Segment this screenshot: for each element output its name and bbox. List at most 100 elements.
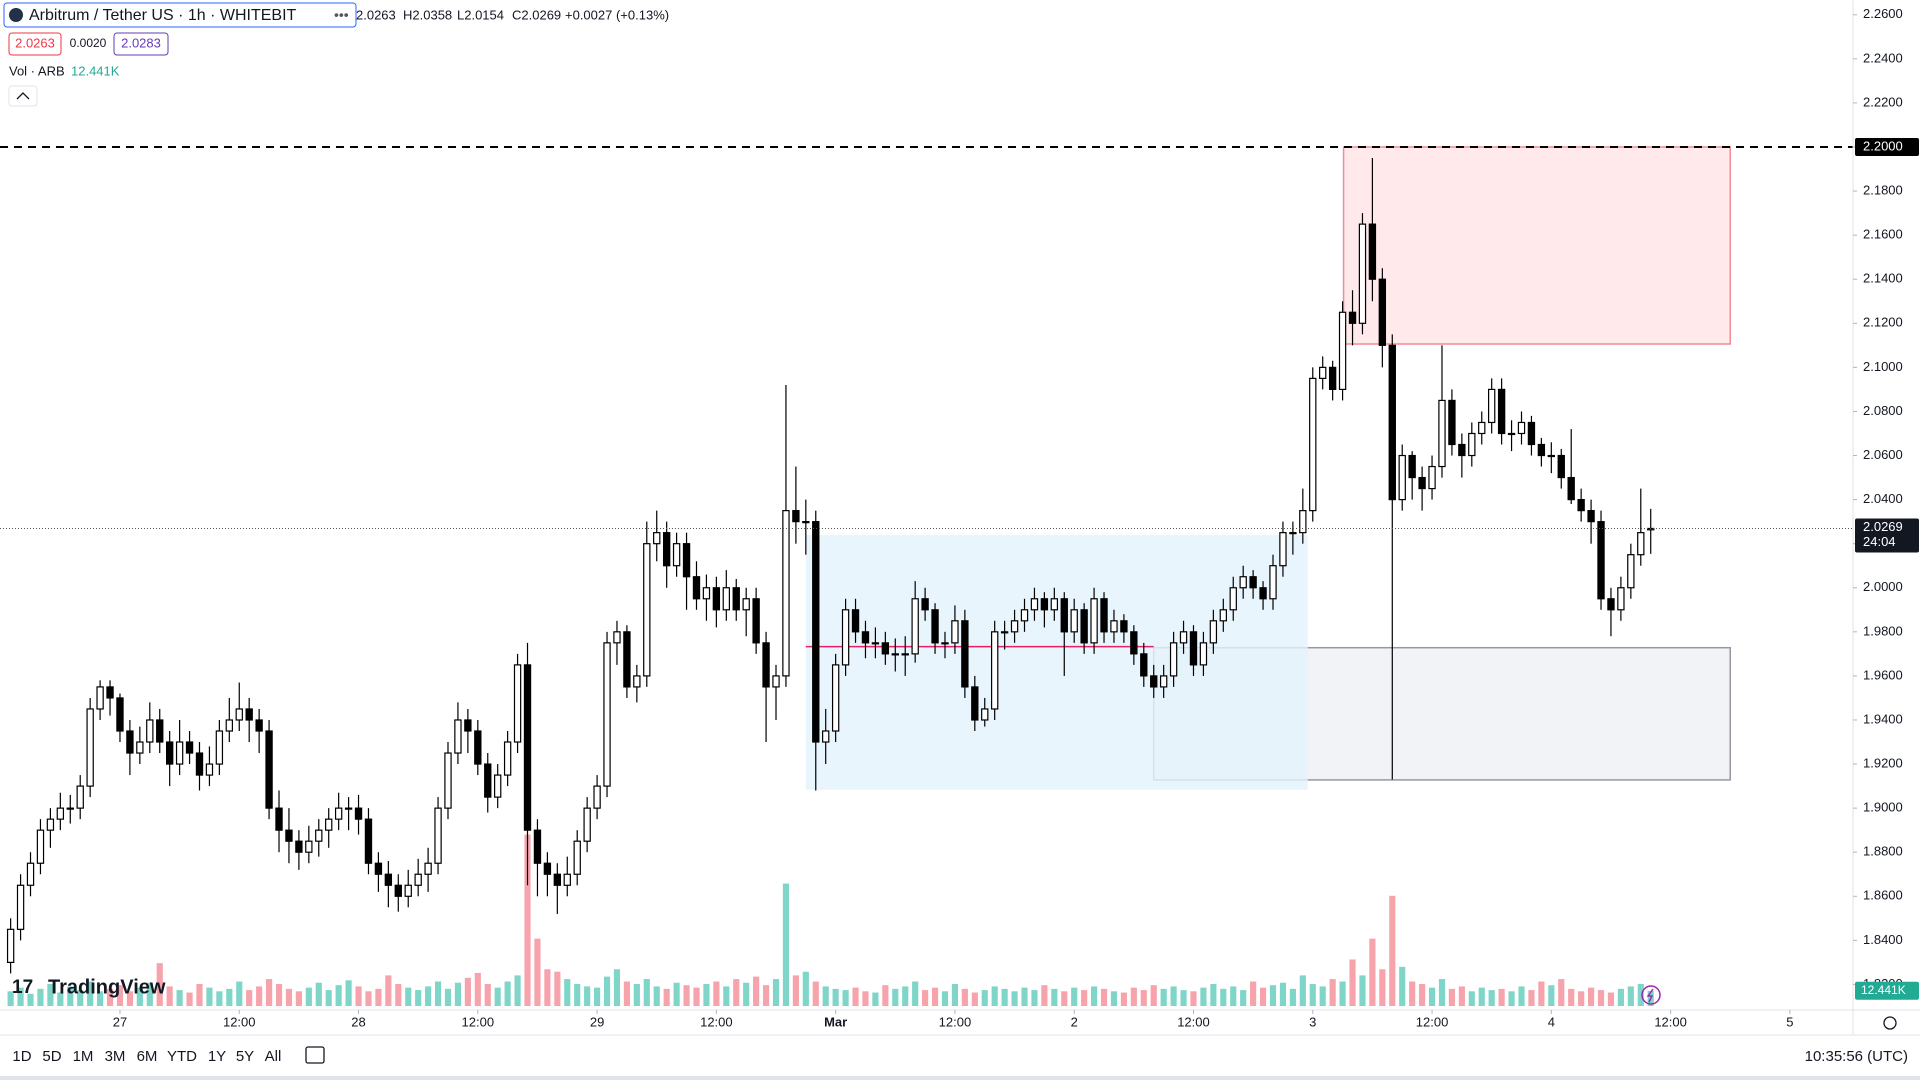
settings-icon[interactable] <box>1883 1016 1897 1030</box>
volume-bar <box>67 986 74 1006</box>
candle-body <box>1309 377 1317 512</box>
volume-bar <box>216 991 223 1006</box>
logo-mark: 17 <box>12 977 33 998</box>
candle-body <box>66 807 74 810</box>
candle-body <box>1229 587 1237 611</box>
candle-body <box>235 708 243 721</box>
volume-bar <box>1637 983 1644 1006</box>
range-button[interactable]: YTD <box>167 1048 197 1065</box>
candle-body <box>364 818 373 864</box>
volume-bar <box>325 990 332 1006</box>
candle-body <box>1388 344 1396 501</box>
ohlc-change: +0.0027 (+0.13%) <box>565 7 669 22</box>
candle-body <box>1537 443 1546 457</box>
volume-bar <box>941 991 949 1006</box>
candle-body <box>325 818 333 831</box>
range-button[interactable]: 5D <box>42 1048 61 1065</box>
volume-bar <box>782 883 790 1006</box>
bottom-toolbar: 1D 5D 1M 3M 6M YTD 1Y 5Y All <box>12 1048 281 1065</box>
candle-body <box>6 928 15 963</box>
y-tick-label: 2.1600 <box>1863 227 1903 242</box>
volume-bar <box>743 982 750 1006</box>
more-button[interactable]: ••• <box>334 7 349 23</box>
range-button[interactable]: 1Y <box>208 1048 226 1065</box>
candle-body <box>871 642 880 645</box>
volume-bar <box>951 983 959 1006</box>
candle-body <box>553 873 562 886</box>
candle-body <box>1219 609 1227 622</box>
candle-body <box>146 719 154 743</box>
volume-bar <box>534 938 541 1006</box>
alert-icon[interactable] <box>1641 985 1661 1005</box>
bid-price[interactable]: 2.0263 <box>15 35 55 50</box>
symbol-box[interactable] <box>3 2 357 28</box>
ask-box[interactable] <box>113 32 169 56</box>
symbol-title[interactable]: Arbitrum / Tether US · 1h · WHITEBIT <box>29 7 297 24</box>
volume-bar <box>1031 990 1038 1006</box>
volume-bar <box>87 981 94 1006</box>
collapse-icon <box>16 92 30 100</box>
candle-body <box>1030 598 1039 611</box>
volume-bar <box>1011 991 1018 1006</box>
volume-bar <box>1389 895 1396 1006</box>
volume-bar <box>77 990 84 1006</box>
range-button[interactable]: 6M <box>137 1048 158 1065</box>
y-tick-label: 1.9200 <box>1863 755 1903 770</box>
candle-body <box>513 664 522 743</box>
volume-bar <box>1528 990 1535 1006</box>
volume-bar <box>1200 987 1207 1006</box>
candle-body <box>1080 609 1088 644</box>
volume-bar <box>464 977 471 1006</box>
volume-bar <box>444 988 452 1006</box>
bid-box[interactable] <box>8 32 62 56</box>
volume-bar <box>126 991 133 1006</box>
ask-price[interactable]: 2.0283 <box>121 35 161 50</box>
plot-area <box>0 145 1853 1006</box>
volume-bar <box>1190 991 1197 1006</box>
range-button[interactable]: 1D <box>12 1048 31 1065</box>
volume-axis-label: 12.441K <box>1861 983 1906 997</box>
clock[interactable]: 10:35:56 (UTC) <box>1805 1048 1908 1065</box>
date-range-icon[interactable] <box>305 1046 325 1064</box>
volume-bar <box>1021 987 1028 1006</box>
volume-bar <box>504 981 511 1006</box>
range-button[interactable]: 5Y <box>236 1048 254 1065</box>
volume-bar <box>1369 938 1376 1006</box>
candle-body <box>752 598 760 644</box>
y-tick-label: 2.1200 <box>1863 315 1903 330</box>
volume-bar <box>574 983 581 1006</box>
candle-body <box>931 609 939 644</box>
y-tick-label: 2.1800 <box>1863 183 1903 198</box>
volume-bar <box>772 979 780 1006</box>
volume-bar <box>47 983 54 1006</box>
volume-bar <box>265 979 273 1006</box>
candle-body <box>1597 521 1605 600</box>
range-button[interactable]: All <box>265 1048 282 1065</box>
candle-body <box>623 631 631 688</box>
volume-bar <box>415 990 422 1006</box>
candle-body <box>861 631 870 644</box>
zone <box>1342 146 1731 345</box>
candle-body <box>1319 366 1327 379</box>
volume-bar <box>1061 991 1068 1006</box>
candle-body <box>344 807 353 810</box>
candle-body <box>503 741 512 776</box>
volume-bar <box>1091 986 1098 1006</box>
volume-bar <box>514 975 521 1006</box>
volume-bar <box>474 972 481 1006</box>
y-tick-label: 2.1400 <box>1863 271 1903 286</box>
volume-bar <box>17 987 24 1006</box>
candle-body <box>1110 620 1118 633</box>
volume-bar <box>931 987 939 1006</box>
volume-bar <box>1518 986 1525 1006</box>
volume-bar <box>961 988 968 1006</box>
candle-body <box>782 510 790 677</box>
candle-body <box>464 719 472 732</box>
volume-bar <box>981 990 988 1006</box>
candle-body <box>76 785 84 809</box>
range-button[interactable]: 1M <box>73 1048 94 1065</box>
range-button[interactable]: 3M <box>105 1048 126 1065</box>
candle-body <box>1587 510 1595 523</box>
collapse-button[interactable] <box>8 85 38 107</box>
